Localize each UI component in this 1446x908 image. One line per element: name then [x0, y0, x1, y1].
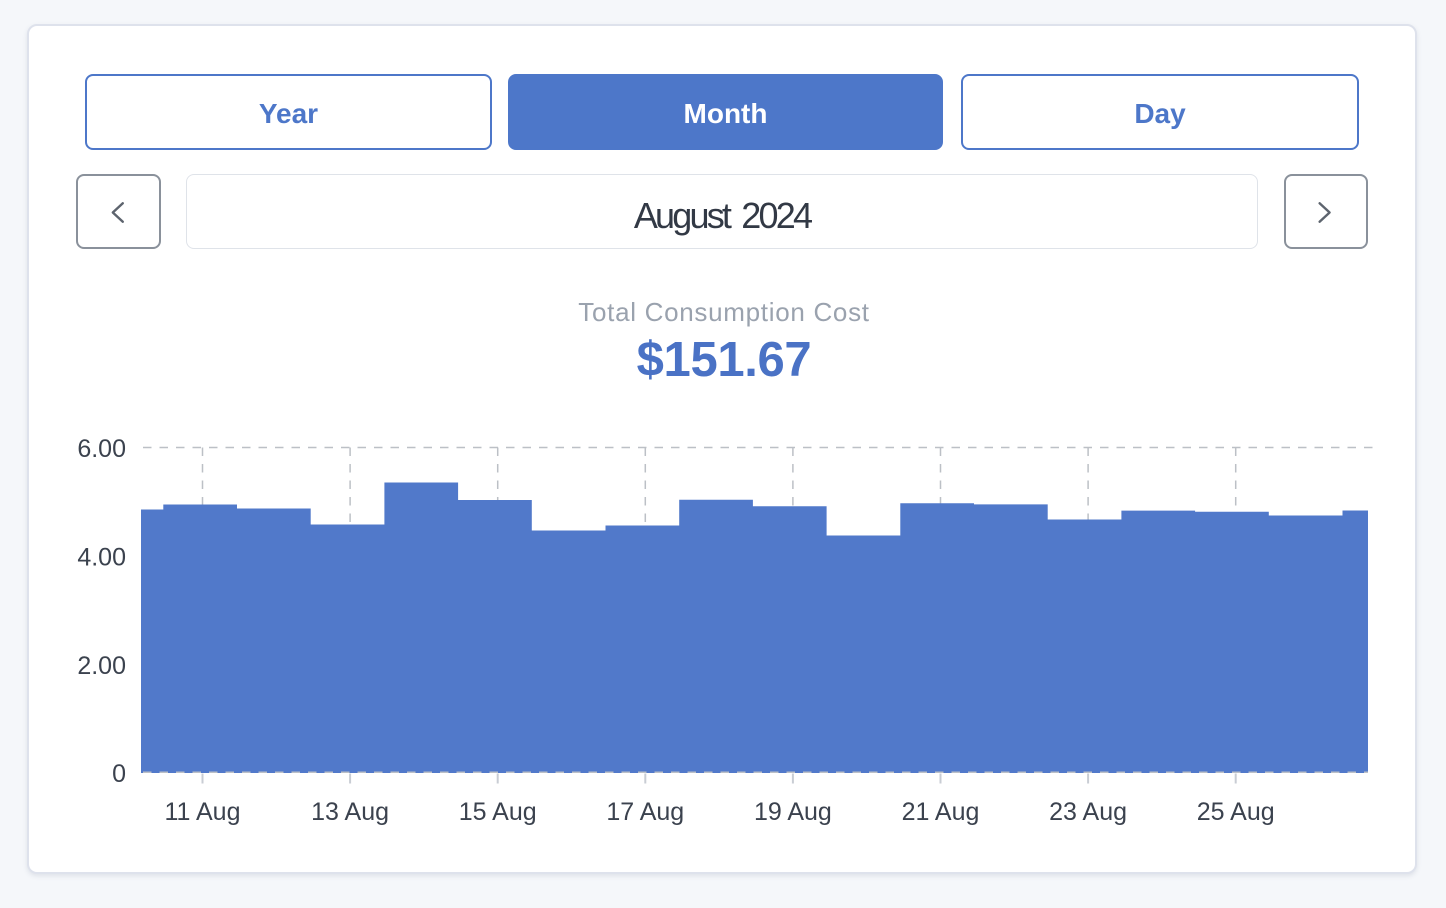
svg-text:17 Aug: 17 Aug [606, 798, 684, 826]
svg-text:4.00: 4.00 [77, 543, 126, 571]
svg-text:15 Aug: 15 Aug [459, 798, 537, 826]
svg-text:25 Aug: 25 Aug [1197, 798, 1275, 826]
svg-text:19 Aug: 19 Aug [754, 798, 832, 826]
svg-text:11 Aug: 11 Aug [164, 798, 240, 826]
svg-text:6.00: 6.00 [77, 435, 126, 463]
svg-text:0: 0 [112, 760, 126, 788]
svg-text:21 Aug: 21 Aug [902, 798, 980, 826]
svg-text:23 Aug: 23 Aug [1049, 798, 1127, 826]
svg-text:13 Aug: 13 Aug [311, 798, 389, 826]
svg-text:2.00: 2.00 [77, 652, 126, 680]
